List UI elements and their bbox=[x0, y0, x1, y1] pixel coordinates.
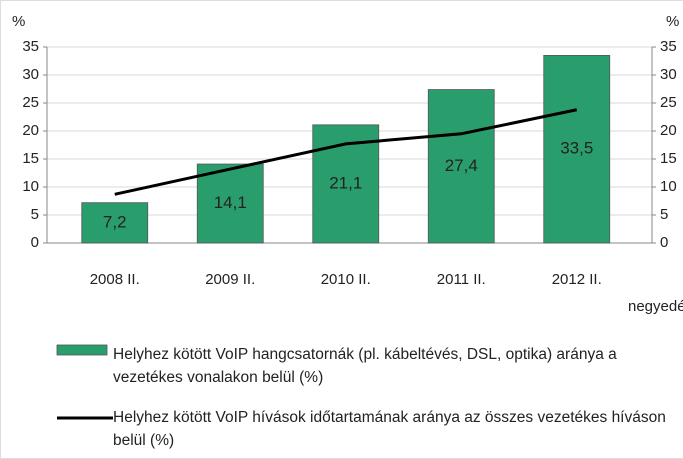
x-tick-label: 2010 II. bbox=[321, 271, 371, 288]
bar bbox=[196, 163, 264, 244]
x-tick-label: 2009 II. bbox=[205, 271, 255, 288]
value-label: 33,5 bbox=[560, 139, 593, 158]
y2-tick-label: 0 bbox=[660, 234, 668, 251]
y-tick-label: 15 bbox=[22, 150, 39, 167]
value-label: 27,4 bbox=[445, 156, 478, 175]
value-label: 14,1 bbox=[214, 193, 247, 212]
legend-line-label: Helyhez kötött VoIP hívások időtartamána… bbox=[113, 409, 666, 449]
y2-tick-label: 20 bbox=[660, 122, 677, 139]
value-label: 7,2 bbox=[103, 212, 127, 231]
bar bbox=[81, 202, 149, 244]
y-tick-label: 5 bbox=[31, 206, 39, 223]
x-tick-label: 2008 II. bbox=[90, 271, 140, 288]
x-axis-label: negyedév bbox=[628, 298, 683, 315]
y2-axis-label: % bbox=[666, 13, 679, 30]
bar bbox=[543, 55, 611, 244]
x-tick-label: 2012 II. bbox=[552, 271, 602, 288]
y2-tick-label: 30 bbox=[660, 66, 677, 83]
value-label: 21,1 bbox=[329, 173, 362, 192]
y-tick-label: 0 bbox=[31, 234, 39, 251]
y2-tick-label: 25 bbox=[660, 94, 677, 111]
y-tick-label: 10 bbox=[22, 178, 39, 195]
y-axis-label: % bbox=[12, 13, 25, 30]
y-tick-label: 30 bbox=[22, 66, 39, 83]
line bbox=[114, 108, 578, 196]
legend-swatch bbox=[56, 344, 108, 356]
y2-tick-label: 15 bbox=[660, 150, 677, 167]
y-tick-label: 35 bbox=[22, 38, 39, 55]
y-tick-label: 20 bbox=[22, 122, 39, 139]
y2-tick-label: 5 bbox=[660, 206, 668, 223]
y2-tick-label: 10 bbox=[660, 178, 677, 195]
bar bbox=[427, 89, 495, 244]
y-tick-label: 25 bbox=[22, 94, 39, 111]
legend-bar-label: Helyhez kötött VoIP hangcsatornák (pl. k… bbox=[113, 346, 617, 386]
x-tick-label: 2011 II. bbox=[437, 271, 486, 288]
y2-tick-label: 35 bbox=[660, 38, 677, 55]
